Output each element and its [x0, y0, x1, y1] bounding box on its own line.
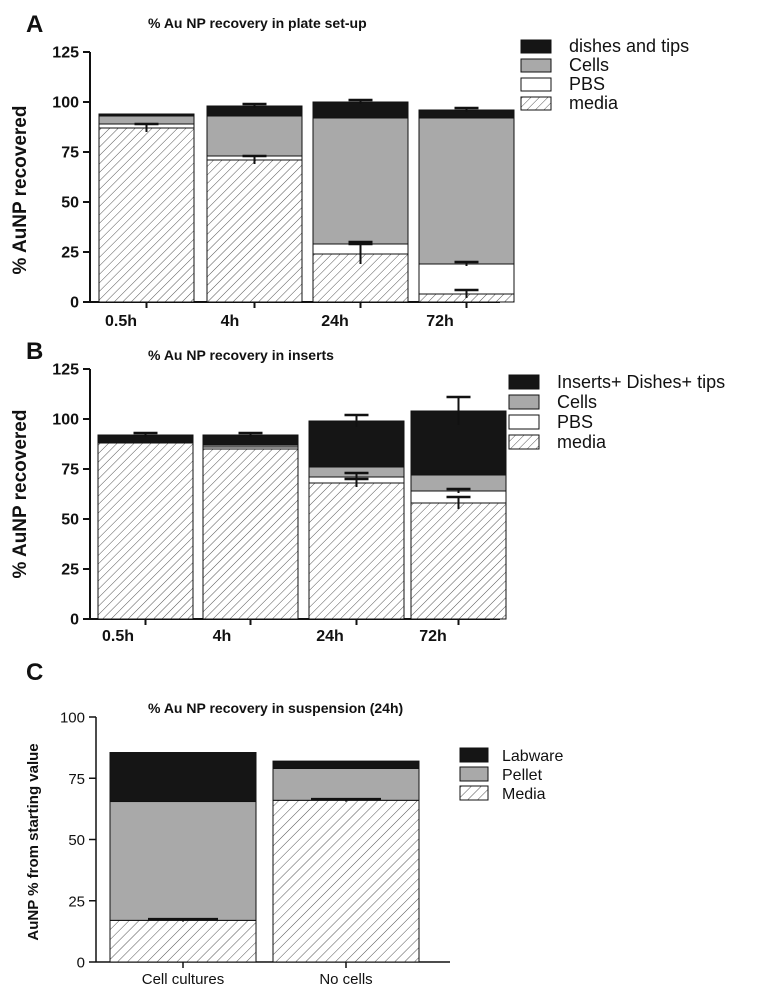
chart-title-c: % Au NP recovery in suspension (24h): [148, 700, 403, 716]
bar-segment-cells: [418, 117, 515, 265]
y-tick-label: 50: [68, 832, 85, 849]
legend-label: Pellet: [502, 767, 543, 784]
bar-segment-media: [272, 799, 420, 963]
legend-label: Media: [502, 786, 546, 803]
x-tick-label: 0.5h: [102, 628, 134, 645]
panel-a: A % Au NP recovery in plate set-up % AuN…: [10, 11, 689, 330]
panel-c: C % Au NP recovery in suspension (24h) A…: [25, 659, 563, 988]
legend-swatch: [459, 747, 489, 763]
bar-segment-labware: [109, 752, 257, 803]
legend-label: media: [557, 432, 607, 452]
legend-swatch: [508, 394, 540, 410]
legend-label: dishes and tips: [569, 36, 689, 56]
chart-title-a: % Au NP recovery in plate set-up: [148, 15, 367, 31]
legend-swatch: [508, 374, 540, 390]
legend-swatch: [459, 766, 489, 782]
bar-segment-cells: [312, 117, 409, 245]
y-tick-label: 100: [52, 412, 79, 429]
y-tick-label: 125: [52, 45, 79, 62]
y-tick-label: 100: [60, 710, 85, 727]
legend-swatch: [508, 414, 540, 430]
y-tick-label: 0: [70, 295, 79, 312]
y-tick-label: 25: [61, 245, 79, 262]
y-tick-label: 75: [61, 462, 79, 479]
bar-segment-media: [98, 127, 195, 303]
panel-letter-b: B: [26, 338, 43, 365]
y-tick-label: 0: [70, 612, 79, 629]
panel-letter-c: C: [26, 659, 43, 686]
bar-segment-media: [308, 482, 405, 620]
bar-segment-media: [206, 159, 303, 303]
panel-b: B % Au NP recovery in inserts % AuNP rec…: [10, 338, 725, 645]
y-tick-label: 100: [52, 95, 79, 112]
bar-segment-media: [202, 448, 299, 620]
legend-label: Cells: [569, 55, 609, 75]
bars-c: [109, 752, 420, 963]
x-tick-label: 72h: [419, 628, 447, 645]
y-tick-label: 50: [61, 195, 79, 212]
x-tick-label: 24h: [316, 628, 344, 645]
legend-swatch: [520, 58, 552, 73]
axes-c: 0 25 50 75 100 Cell cultures No cells: [60, 710, 450, 988]
legend-swatch: [520, 77, 552, 92]
legend-c: Labware Pellet Media: [459, 747, 563, 803]
bar-segment-dishes-and-tips: [98, 113, 195, 117]
y-tick-label: 50: [61, 512, 79, 529]
legend-label: Labware: [502, 748, 563, 765]
y-axis-label-a: % AuNP recovered: [10, 106, 31, 275]
legend-swatch: [520, 39, 552, 54]
y-tick-label: 75: [68, 771, 85, 788]
x-tick-label: Cell cultures: [142, 971, 225, 988]
y-tick-label: 25: [68, 893, 85, 910]
bar-segment-media: [410, 502, 507, 620]
y-tick-label: 25: [61, 562, 79, 579]
y-tick-label: 125: [52, 362, 79, 379]
legend-label: Cells: [557, 392, 597, 412]
bar-segment-labware: [272, 760, 420, 769]
bars-b: [97, 395, 507, 620]
legend-swatch: [508, 434, 540, 450]
legend-swatch: [520, 96, 552, 111]
chart-title-b: % Au NP recovery in inserts: [148, 347, 334, 363]
bar-segment-inserts-dishes-tips: [308, 420, 405, 468]
x-tick-label: 0.5h: [105, 313, 137, 330]
x-tick-label: 4h: [213, 628, 232, 645]
x-tick-label: No cells: [319, 971, 372, 988]
bar-segment-dishes-and-tips: [312, 101, 409, 119]
y-axis-label-b: % AuNP recovered: [10, 410, 31, 579]
bar-segment-pellet: [109, 801, 257, 921]
x-tick-label: 72h: [426, 313, 454, 330]
bar-segment-pellet: [272, 767, 420, 801]
bar-segment-media: [97, 442, 194, 620]
bars-a: [98, 98, 515, 303]
legend-label: PBS: [569, 74, 605, 94]
legend-label: Inserts+ Dishes+ tips: [557, 372, 725, 392]
legend-label: media: [569, 93, 619, 113]
legend-swatch: [459, 785, 489, 801]
legend-label: PBS: [557, 412, 593, 432]
y-tick-label: 0: [77, 955, 85, 972]
x-tick-label: 4h: [221, 313, 240, 330]
axes-a: 0 25 50 75 100 125 0.5h 4h 24h 72h: [52, 45, 500, 330]
bar-segment-media: [109, 919, 257, 963]
bar-segment-cells: [206, 115, 303, 157]
panel-letter-a: A: [26, 11, 43, 38]
axes-b: 0 25 50 75 100 125 0.5h 4h 24h 72h: [52, 362, 500, 645]
x-tick-label: 24h: [321, 313, 349, 330]
y-tick-label: 75: [61, 145, 79, 162]
y-axis-label-c: AuNP % from starting value: [25, 743, 42, 940]
